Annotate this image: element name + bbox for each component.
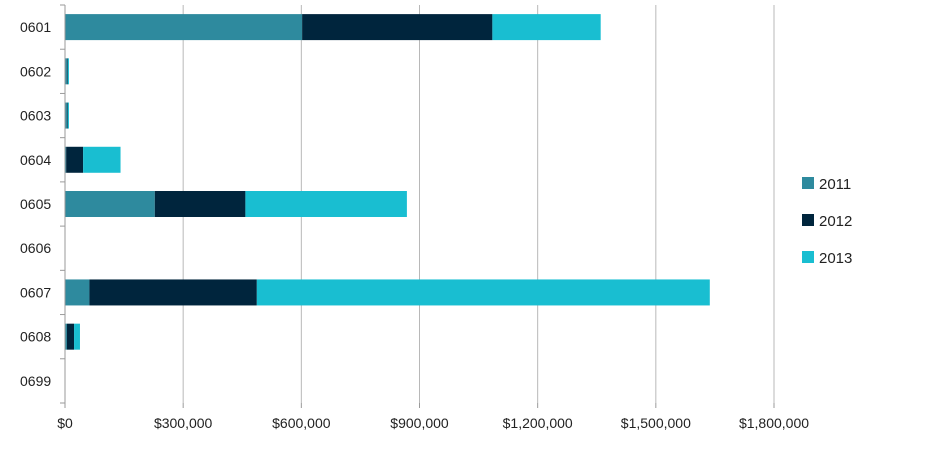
x-tick-labels: $0 $300,000 $600,000 $900,000 $1,200,000 $1,5… — [57, 415, 809, 431]
x-tick-label: $1,500,000 — [621, 415, 691, 431]
x-tick-label: $1,200,000 — [503, 415, 573, 431]
y-tick-labels: 0601 0602 0603 0604 0605 0606 0607 0608 0699 — [20, 19, 51, 389]
y-tick-label: 0602 — [20, 63, 51, 79]
y-tick-label: 0606 — [20, 240, 51, 256]
bar-0607-2011 — [65, 279, 90, 306]
gridlines — [182, 5, 775, 403]
legend-label-2011: 2011 — [819, 176, 851, 193]
bar-0604-2013 — [83, 146, 121, 173]
bars — [65, 14, 710, 350]
y-tick-label: 0601 — [20, 19, 51, 35]
y-tick-label: 0608 — [20, 329, 51, 345]
legend-label-2012: 2012 — [819, 213, 852, 230]
bar-0604-2011 — [65, 146, 67, 173]
y-tick-label: 0603 — [20, 108, 51, 124]
bar-0603-2013 — [67, 102, 69, 129]
x-tick-label: $0 — [57, 415, 73, 431]
x-tick-label: $600,000 — [272, 415, 331, 431]
bar-0608-2012 — [66, 323, 75, 350]
bar-0602-2011 — [65, 58, 67, 85]
y-tick-label: 0607 — [20, 284, 51, 300]
bar-0605-2012 — [154, 191, 246, 217]
y-tick-label: 0699 — [20, 373, 51, 389]
legend-swatch-2011 — [802, 177, 814, 189]
bar-0603-2011 — [65, 102, 67, 129]
x-tick-label: $300,000 — [154, 415, 213, 431]
y-tick-label: 0604 — [20, 152, 51, 168]
axes — [60, 4, 775, 408]
bar-0604-2012 — [66, 146, 84, 173]
bar-0607-2013 — [256, 279, 710, 306]
bar-0605-2011 — [65, 191, 155, 217]
legend-swatch-2012 — [802, 214, 814, 226]
legend: 2011 2012 2013 — [802, 176, 852, 267]
legend-label-2013: 2013 — [819, 250, 852, 267]
bar-0602-2013 — [67, 58, 69, 85]
y-tick-label: 0605 — [20, 196, 51, 212]
bar-0608-2013 — [74, 323, 80, 350]
x-tick-label: $900,000 — [390, 415, 449, 431]
bar-0602-2012 — [66, 58, 68, 85]
legend-swatch-2013 — [802, 251, 814, 263]
bar-0601-2011 — [65, 14, 303, 41]
x-tick-label: $1,800,000 — [739, 415, 809, 431]
bar-0607-2012 — [89, 279, 257, 306]
bar-0601-2012 — [302, 14, 493, 41]
bar-0601-2013 — [492, 14, 601, 41]
bar-0605-2013 — [245, 191, 407, 217]
bar-0603-2012 — [66, 102, 68, 129]
bar-0608-2011 — [65, 323, 67, 350]
